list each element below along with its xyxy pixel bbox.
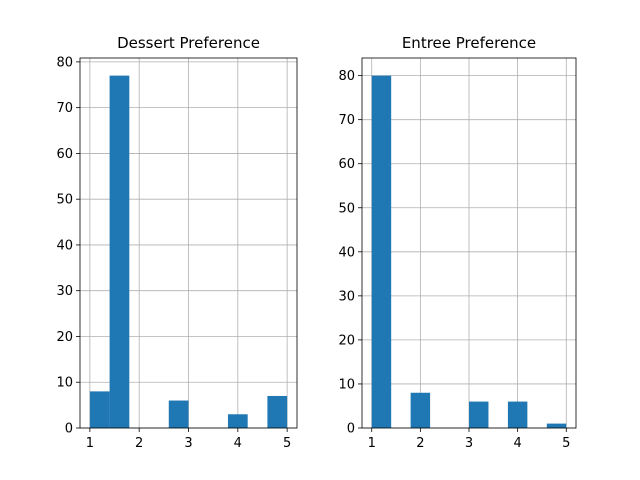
entree-histogram-bar <box>469 401 489 428</box>
entree-x-tick-label: 2 <box>416 436 424 451</box>
dessert-histogram-bar <box>267 395 288 428</box>
entree-grid <box>362 58 576 429</box>
dessert-y-tick-label: 40 <box>56 238 73 253</box>
dessert-bars <box>89 75 288 428</box>
dessert-x-tick-label: 2 <box>135 436 143 451</box>
dessert-histogram-bar <box>109 75 130 428</box>
entree-y-tick-label: 20 <box>338 333 355 348</box>
dessert-y-tick-label: 70 <box>56 101 73 116</box>
entree-histogram-bar <box>546 423 567 428</box>
entree-y-tick-label: 40 <box>338 245 355 260</box>
dessert-x-tick-label: 5 <box>283 436 291 451</box>
entree-y-tick-label: 0 <box>347 422 355 437</box>
dessert-y-tick-label: 50 <box>56 193 73 208</box>
entree-histogram-bar <box>410 392 431 428</box>
entree-y-tick-label: 60 <box>338 157 355 172</box>
entree-histogram-bar <box>507 401 528 428</box>
entree-x-tick-label: 5 <box>562 436 570 451</box>
dessert-x-tick-label: 1 <box>86 436 94 451</box>
dessert-chart-title: Dessert Preference <box>117 34 260 52</box>
entree-y-tick-label: 70 <box>338 113 355 128</box>
dessert-x-tick-label: 4 <box>234 436 242 451</box>
entree-x-tick-label: 4 <box>513 436 521 451</box>
dessert-y-tick-label: 0 <box>65 422 73 437</box>
entree-histogram-bar <box>371 75 392 428</box>
dessert-histogram-bar <box>227 414 248 428</box>
entree-chart-title: Entree Preference <box>402 34 536 52</box>
entree-x-tick-label: 3 <box>465 436 473 451</box>
dessert-y-tick-label: 10 <box>56 376 73 391</box>
entree-y-tick-label: 50 <box>338 201 355 216</box>
dessert-histogram-bar <box>168 400 189 428</box>
entree-y-tick-label: 80 <box>338 69 355 84</box>
dessert-y-tick-label: 30 <box>56 284 73 299</box>
dessert-histogram-bar <box>89 391 110 428</box>
dessert-y-tick-label: 20 <box>56 330 73 345</box>
dessert-y-tick-label: 60 <box>56 147 73 162</box>
entree-x-tick-label: 1 <box>368 436 376 451</box>
dessert-x-tick-label: 3 <box>184 436 192 451</box>
entree-y-tick-label: 10 <box>338 377 355 392</box>
entree-y-tick-label: 30 <box>338 289 355 304</box>
entree-bars <box>371 75 567 428</box>
dessert-y-tick-label: 80 <box>56 55 73 70</box>
